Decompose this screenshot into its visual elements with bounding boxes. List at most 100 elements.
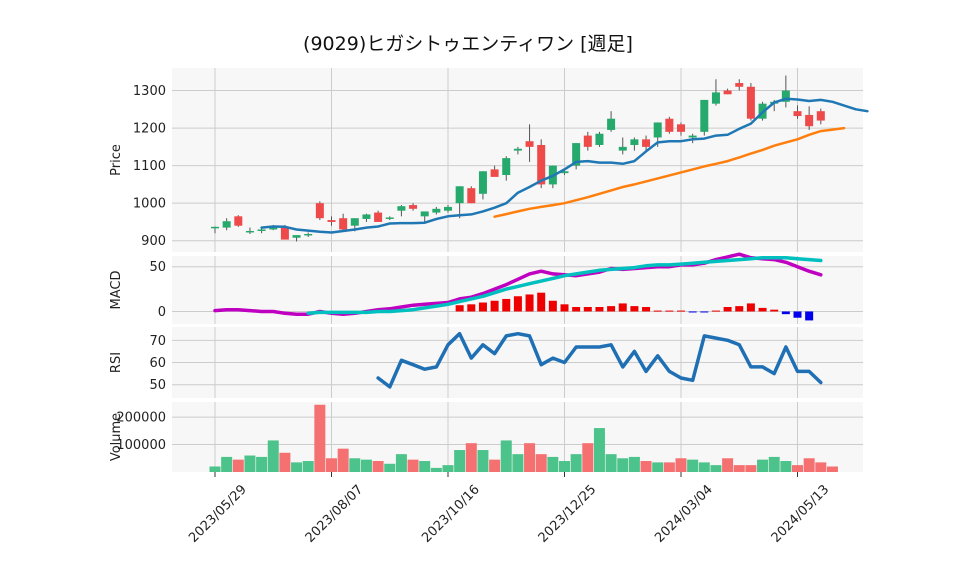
candle-body xyxy=(374,212,383,222)
macd-histogram-bar xyxy=(665,310,674,312)
volume-bar xyxy=(500,440,512,472)
volume-bar xyxy=(326,458,337,472)
candle-body xyxy=(537,144,546,185)
volume-bar xyxy=(360,459,372,472)
candle-body xyxy=(513,148,522,151)
candle-body xyxy=(735,83,744,87)
volume-bar xyxy=(593,428,605,472)
candle-body xyxy=(222,221,231,228)
macd-histogram-bar xyxy=(583,307,592,312)
volume-ytick-label: 200000 xyxy=(116,411,166,426)
ma-long-line xyxy=(493,126,846,218)
volume-bar xyxy=(640,461,652,472)
macd-histogram-bar xyxy=(781,311,790,315)
volume-bar xyxy=(524,443,536,472)
macd-histogram-bar xyxy=(711,310,720,312)
x-tick-label: 2023/12/25 xyxy=(536,482,600,546)
volume-bar xyxy=(710,465,722,472)
volume-bar xyxy=(395,454,407,472)
volume-bar xyxy=(489,459,501,472)
rsi-panel: 50 60 70 RSI xyxy=(109,327,863,398)
macd-histogram-bar xyxy=(723,307,732,312)
candle-body xyxy=(397,206,406,211)
volume-bar xyxy=(209,466,221,472)
macd-histogram-bar xyxy=(746,303,755,312)
price-panel: 900 1000 1100 1200 1300 Price xyxy=(109,68,869,252)
volume-bar xyxy=(232,459,244,472)
price-ytick-label: 1300 xyxy=(133,84,166,99)
macd-histogram-bar xyxy=(630,306,639,312)
candle-body xyxy=(525,141,534,147)
volume-bar xyxy=(617,458,629,472)
candle-body xyxy=(700,99,709,132)
volume-bar xyxy=(687,459,699,472)
candle-body xyxy=(362,214,371,219)
candle-body xyxy=(793,111,802,117)
candle-body xyxy=(572,143,581,166)
candle-body xyxy=(595,133,604,145)
macd-panel: 0 50 MACD xyxy=(109,252,863,324)
price-ytick-label: 1000 xyxy=(133,197,166,212)
rsi-ytick-label: 50 xyxy=(149,378,166,393)
chart-title: (9029)ヒガシトゥエンティワン [週足] xyxy=(303,33,633,55)
x-tick-label: 2024/03/04 xyxy=(652,482,716,546)
price-panel-background xyxy=(172,68,863,252)
candle-body xyxy=(805,114,814,127)
candle-body xyxy=(339,218,348,230)
candle-body xyxy=(688,135,697,138)
candle-body xyxy=(432,208,441,213)
candle-body xyxy=(816,111,825,121)
macd-histogram-bar xyxy=(735,306,744,312)
macd-histogram-bar xyxy=(770,309,779,312)
volume-bar xyxy=(349,458,361,472)
candle-body xyxy=(304,233,313,236)
candle-body xyxy=(269,227,278,230)
ma-short-line xyxy=(260,97,869,234)
price-ytick-label: 1200 xyxy=(133,122,166,137)
candle-body xyxy=(583,135,592,147)
volume-bar xyxy=(465,443,477,472)
price-ytick-label: 900 xyxy=(141,234,166,249)
macd-histogram-bar xyxy=(595,307,604,312)
signal-line xyxy=(306,256,823,316)
candle-body xyxy=(642,139,651,147)
volume-bar xyxy=(454,450,466,472)
volume-bar xyxy=(279,452,291,472)
candle-body xyxy=(711,92,720,104)
rsi-ytick-label: 60 xyxy=(149,356,166,371)
volume-bar xyxy=(780,461,792,472)
candle-body xyxy=(350,218,359,226)
x-tick-label: 2023/05/29 xyxy=(186,482,250,546)
volume-bar xyxy=(815,462,827,472)
volume-bar xyxy=(244,455,256,472)
volume-ylabel: Volume xyxy=(109,413,124,461)
macd-histogram-bar xyxy=(758,307,767,312)
volume-ytick-label: 100000 xyxy=(116,438,166,453)
candle-body xyxy=(292,235,301,238)
candle-body xyxy=(723,90,732,95)
volume-bar xyxy=(512,454,524,472)
volume-bar xyxy=(803,458,815,472)
candle-body xyxy=(781,90,790,102)
candle-body xyxy=(315,203,324,219)
candle-body xyxy=(385,217,394,219)
candle-body xyxy=(420,211,429,217)
volume-bar xyxy=(628,456,640,472)
macd-histogram-bar xyxy=(467,304,476,312)
volume-bar xyxy=(407,459,419,472)
volume-bar xyxy=(430,467,442,472)
volume-bar xyxy=(302,461,314,472)
candle-body xyxy=(444,206,452,211)
volume-bar xyxy=(372,461,384,472)
macd-histogram-bar xyxy=(537,292,546,312)
candle-body xyxy=(245,230,254,233)
volume-bar xyxy=(582,443,594,472)
volume-bar xyxy=(314,404,326,472)
price-ytick-label: 1100 xyxy=(133,159,166,174)
macd-panel-background xyxy=(172,256,863,324)
volume-bar xyxy=(291,462,303,472)
candle-body xyxy=(746,86,755,119)
volume-bar xyxy=(221,456,233,472)
volume-bar xyxy=(768,456,780,472)
candle-body xyxy=(607,118,616,130)
